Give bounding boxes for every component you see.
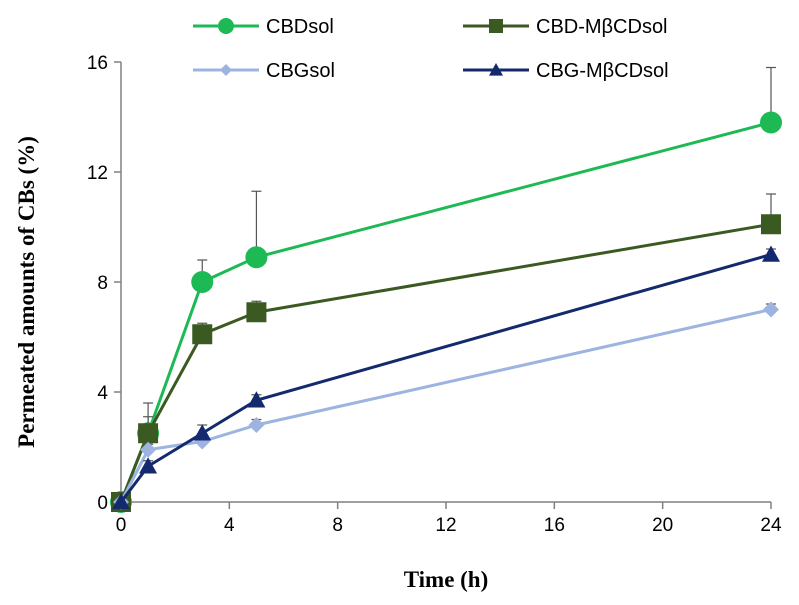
data-point xyxy=(140,441,157,458)
legend-item: CBG-MβCDsol xyxy=(463,60,669,82)
data-point xyxy=(139,457,158,474)
legend-marker xyxy=(489,19,503,33)
series-2 xyxy=(113,301,779,510)
data-point xyxy=(193,424,212,441)
data-point xyxy=(247,391,266,408)
y-tick-label: 12 xyxy=(87,163,108,184)
series-line xyxy=(119,253,772,503)
x-tick-label: 0 xyxy=(116,515,127,536)
legend-item: CBD-MβCDsol xyxy=(463,16,668,38)
series-line xyxy=(119,308,772,503)
axes: 0 4 8 12 16 0 4 8 12 16 20 24 xyxy=(87,53,782,536)
y-tick-label: 0 xyxy=(97,493,108,514)
data-point xyxy=(760,111,782,134)
x-tick-label: 4 xyxy=(224,515,235,536)
x-tick-label: 12 xyxy=(435,515,456,536)
legend-label: CBDsol xyxy=(266,16,334,38)
series-line xyxy=(119,121,772,503)
y-tick-label: 8 xyxy=(97,273,108,294)
x-tick-label: 24 xyxy=(760,515,782,536)
legend-label: CBGsol xyxy=(266,60,335,82)
data-point xyxy=(192,324,213,345)
data-point xyxy=(246,302,267,323)
series-line xyxy=(119,222,772,503)
x-tick-label: 16 xyxy=(544,515,565,536)
data-point xyxy=(248,417,265,433)
series-layer xyxy=(110,66,782,513)
data-point xyxy=(762,245,780,262)
x-tick-label: 8 xyxy=(332,515,343,536)
y-axis-title: Permeated amounts of CBs (%) xyxy=(14,136,39,448)
x-tick-label: 20 xyxy=(652,515,673,536)
series-3 xyxy=(112,245,780,510)
legend-marker xyxy=(489,63,503,76)
legend-marker xyxy=(220,64,232,76)
data-point xyxy=(112,493,130,510)
x-axis-title: Time (h) xyxy=(404,567,489,592)
legend: CBDsol CBD-MβCDsol CBGsol CBG-MβCDsol xyxy=(193,16,669,82)
y-tick-label: 16 xyxy=(87,53,108,74)
legend-label: CBG-MβCDsol xyxy=(536,60,669,82)
data-point xyxy=(763,301,779,318)
data-point xyxy=(191,271,214,293)
legend-item: CBDsol xyxy=(193,16,334,38)
y-tick-label: 4 xyxy=(97,383,108,404)
data-point xyxy=(138,423,159,444)
legend-label: CBD-MβCDsol xyxy=(536,16,668,38)
legend-marker xyxy=(218,18,234,34)
legend-item: CBGsol xyxy=(193,60,335,82)
series-1 xyxy=(111,193,781,512)
data-point xyxy=(245,246,268,269)
series-0 xyxy=(110,66,782,513)
data-point xyxy=(761,214,781,235)
